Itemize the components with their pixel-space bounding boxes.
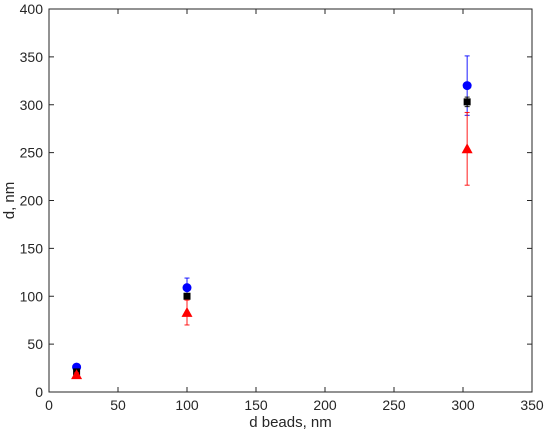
plot-area	[48, 8, 533, 393]
x-tick-label: 100	[175, 397, 199, 413]
x-tick-label: 50	[110, 397, 126, 413]
y-tick-label: 100	[20, 288, 44, 304]
data-point-triangle	[461, 143, 473, 154]
y-tick-label: 0	[35, 384, 43, 400]
x-tick-label: 250	[382, 397, 406, 413]
y-axis-label: d, nm	[1, 182, 18, 220]
x-axis-label: d beads, nm	[249, 414, 332, 431]
data-point-triangle	[181, 307, 193, 317]
chart-marks	[71, 55, 473, 380]
y-tick-label: 150	[20, 240, 44, 256]
data-point-triangle	[71, 369, 83, 380]
data-point-square	[183, 292, 191, 300]
x-tick-label: 150	[244, 397, 268, 413]
y-tick-label: 350	[20, 49, 44, 65]
data-point-circle	[462, 81, 472, 91]
x-tick-label: 0	[45, 397, 53, 413]
axis-ticks: 0 50 100 150 200 250 300 350 0 50 100 150 200 250 300 3…	[20, 1, 544, 413]
data-point-circle	[182, 283, 192, 293]
x-tick-label: 300	[451, 397, 475, 413]
x-tick-label: 350	[520, 397, 544, 413]
y-tick-label: 250	[20, 145, 44, 161]
y-tick-label: 300	[20, 97, 44, 113]
y-tick-label: 50	[27, 336, 43, 352]
y-tick-label: 400	[20, 1, 44, 17]
data-point-square	[463, 98, 471, 106]
y-tick-label: 200	[20, 193, 44, 209]
series-triangle	[71, 111, 473, 380]
x-tick-label: 200	[313, 397, 337, 413]
